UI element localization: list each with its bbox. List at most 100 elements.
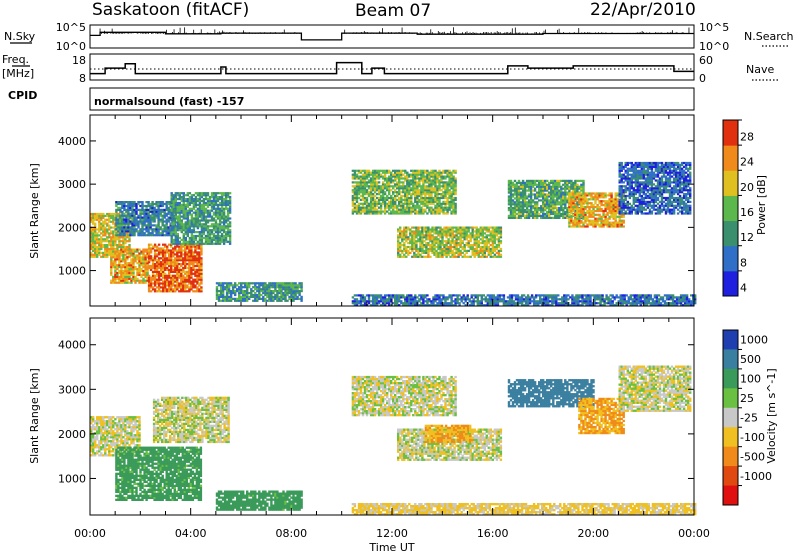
- heatmap-cell: [127, 226, 129, 228]
- heatmap-cell: [126, 266, 128, 268]
- heatmap-cell: [191, 210, 193, 212]
- heatmap-cell: [372, 193, 374, 195]
- heatmap-cell: [115, 232, 117, 234]
- heatmap-cell: [368, 191, 370, 193]
- heatmap-cell: [132, 262, 134, 264]
- heatmap-cell: [390, 195, 392, 197]
- heatmap-cell: [166, 279, 168, 281]
- heatmap-cell: [142, 249, 144, 251]
- heatmap-cell: [221, 196, 223, 198]
- heatmap-cell: [186, 279, 188, 281]
- heatmap-cell: [454, 189, 456, 191]
- cpid-text: normalsound (fast) -157: [94, 95, 244, 108]
- heatmap-cell: [500, 240, 502, 242]
- heatmap-cell: [217, 210, 219, 212]
- heatmap-cell: [209, 214, 211, 216]
- heatmap-cell: [536, 205, 538, 207]
- heatmap-cell: [498, 252, 500, 254]
- heatmap-cell: [414, 209, 416, 211]
- heatmap-cell: [164, 244, 166, 246]
- heatmap-cell: [408, 185, 410, 187]
- heatmap-cell: [126, 274, 128, 276]
- heatmap-cell: [437, 238, 439, 240]
- heatmap-cell: [104, 221, 106, 223]
- heatmap-cell: [189, 227, 191, 229]
- heatmap-cell: [187, 241, 189, 243]
- heatmap-cell: [415, 244, 417, 246]
- heatmap-cell: [188, 265, 190, 267]
- heatmap-cell: [173, 200, 175, 202]
- heatmap-cell: [184, 288, 186, 290]
- heatmap-cell: [230, 282, 232, 284]
- heatmap-cell: [524, 192, 526, 194]
- heatmap-cell: [158, 286, 160, 288]
- heatmap-cell: [187, 219, 189, 221]
- heatmap-cell: [408, 205, 410, 207]
- heatmap-cell: [368, 170, 370, 172]
- heatmap-cell: [96, 217, 98, 219]
- heatmap-cell: [406, 177, 408, 179]
- heatmap-cell: [410, 197, 412, 199]
- heatmap-cell: [166, 247, 168, 249]
- heatmap-cell: [133, 226, 135, 228]
- heatmap-cell: [100, 236, 102, 238]
- heatmap-cell: [112, 230, 114, 232]
- heatmap-cell: [133, 234, 135, 236]
- heatmap-cell: [397, 238, 399, 240]
- heatmap-cell: [368, 187, 370, 189]
- heatmap-cell: [171, 192, 173, 194]
- heatmap-cell: [476, 238, 478, 240]
- heatmap-cell: [96, 250, 98, 252]
- heatmap-cell: [138, 249, 140, 251]
- heatmap-cell: [132, 270, 134, 272]
- heatmap-cell: [490, 256, 492, 258]
- heatmap-cell: [398, 189, 400, 191]
- heatmap-cell: [160, 279, 162, 281]
- heatmap-cell: [384, 174, 386, 176]
- heatmap-cell: [414, 187, 416, 189]
- heatmap-cell: [149, 226, 151, 228]
- heatmap-cell: [141, 211, 143, 213]
- heatmap-cell: [218, 290, 220, 292]
- heatmap-cell: [223, 210, 225, 212]
- heatmap-cell: [468, 228, 470, 230]
- heatmap-cell: [157, 230, 159, 232]
- heatmap-cell: [462, 242, 464, 244]
- heatmap-cell: [112, 234, 114, 236]
- heatmap-cell: [187, 204, 189, 206]
- heatmap-cell: [186, 275, 188, 277]
- heatmap-cell: [170, 246, 172, 248]
- heatmap-cell: [229, 196, 231, 198]
- heatmap-cell: [221, 206, 223, 208]
- heatmap-cell: [454, 199, 456, 201]
- heatmap-cell: [494, 236, 496, 238]
- heatmap-cell: [534, 213, 536, 215]
- heatmap-cell: [524, 188, 526, 190]
- heatmap-cell: [108, 225, 110, 227]
- heatmap-cell: [96, 215, 98, 217]
- heatmap-cell: [190, 275, 192, 277]
- heatmap-cell: [384, 185, 386, 187]
- heatmap-cell: [176, 253, 178, 255]
- heatmap-cell: [181, 221, 183, 223]
- heatmap-cell: [530, 203, 532, 205]
- heatmap-cell: [407, 227, 409, 229]
- heatmap-cell: [401, 252, 403, 254]
- heatmap-cell: [172, 279, 174, 281]
- heatmap-cell: [466, 238, 468, 240]
- heatmap-cell: [116, 274, 118, 276]
- heatmap-cell: [194, 249, 196, 251]
- heatmap-cell: [457, 256, 459, 258]
- heatmap-cell: [490, 250, 492, 252]
- heatmap-cell: [384, 201, 386, 203]
- heatmap-cell: [443, 228, 445, 230]
- heatmap-cell: [472, 228, 474, 230]
- heatmap-cell: [135, 211, 137, 213]
- heatmap-cell: [173, 221, 175, 223]
- heatmap-cell: [127, 234, 129, 236]
- heatmap-cell: [453, 254, 455, 256]
- heatmap-cell: [534, 182, 536, 184]
- heatmap-cell: [160, 213, 162, 215]
- heatmap-cell: [294, 294, 296, 296]
- heatmap-cell: [520, 209, 522, 211]
